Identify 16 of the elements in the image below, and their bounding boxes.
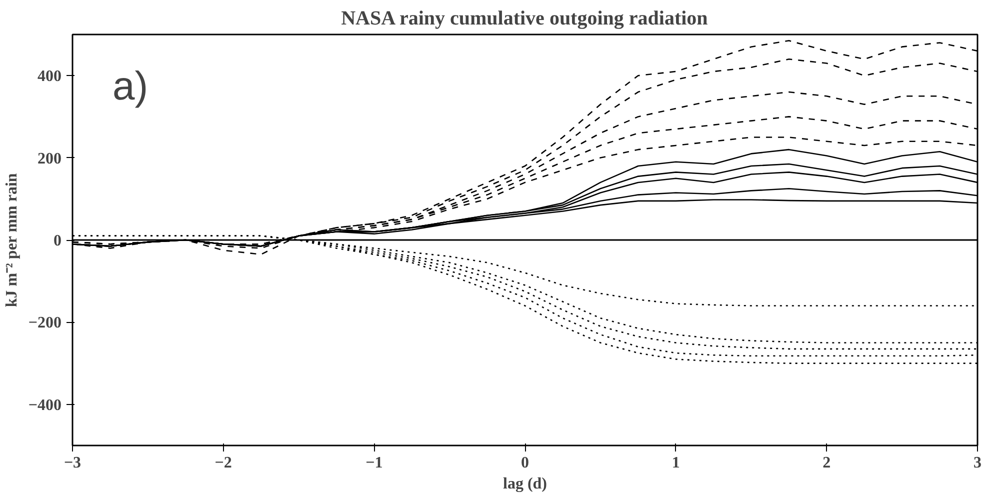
y-axis-title: kJ m⁻² per mm rain bbox=[3, 173, 20, 308]
x-tick-label: −3 bbox=[64, 454, 82, 472]
annotation: a) bbox=[112, 64, 148, 108]
x-tick-label: −1 bbox=[366, 454, 383, 472]
x-tick-label: 1 bbox=[672, 454, 680, 472]
y-tick-label: −400 bbox=[28, 396, 62, 414]
y-tick-label: −200 bbox=[28, 314, 62, 332]
y-tick-label: 0 bbox=[54, 232, 62, 250]
x-tick-label: 3 bbox=[974, 454, 982, 472]
x-tick-label: 0 bbox=[521, 454, 529, 472]
y-tick-label: 400 bbox=[38, 68, 62, 86]
chart-title: NASA rainy cumulative outgoing radiation bbox=[341, 8, 708, 30]
x-axis-title: lag (d) bbox=[503, 476, 547, 492]
x-tick-label: 2 bbox=[822, 454, 831, 472]
x-tick-label: −2 bbox=[214, 454, 232, 472]
y-tick-label: 200 bbox=[38, 150, 62, 168]
